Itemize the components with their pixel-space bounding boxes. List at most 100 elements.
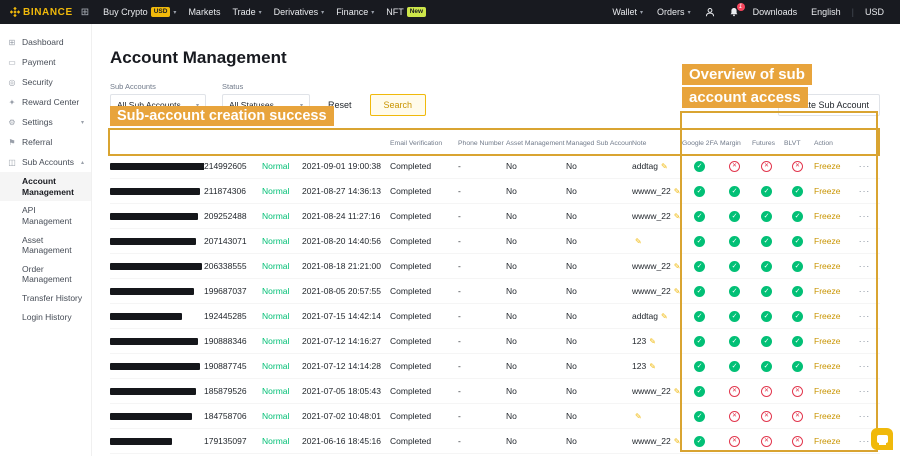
sidebar-item-dashboard[interactable]: ⊞ Dashboard — [0, 32, 91, 52]
annotation-overview-line2: account access — [682, 87, 808, 108]
edit-note-icon[interactable]: ✎ — [673, 436, 681, 446]
edit-note-icon[interactable]: ✎ — [649, 336, 656, 346]
access-cell: ✓ — [752, 360, 784, 372]
freeze-button[interactable]: Freeze — [814, 211, 841, 221]
freeze-button[interactable]: Freeze — [814, 161, 841, 171]
redacted-account-name — [110, 238, 196, 246]
nav-language-label: English — [811, 7, 841, 17]
freeze-button[interactable]: Freeze — [814, 386, 841, 396]
sidebar-subitem-account-management[interactable]: Account Management — [0, 172, 91, 202]
chevron-down-icon: ▾ — [640, 9, 644, 16]
sidebar-item-label: Referral — [22, 137, 53, 147]
nav-item-trade[interactable]: Trade ▾ — [226, 7, 267, 17]
nav-item-derivatives[interactable]: Derivatives ▾ — [268, 7, 331, 17]
edit-note-icon[interactable]: ✎ — [635, 411, 642, 421]
nav-orders[interactable]: Orders ▾ — [651, 7, 697, 17]
edit-note-icon[interactable]: ✎ — [635, 236, 642, 246]
more-actions-button[interactable]: ··· — [858, 361, 871, 371]
access-cell: ✓ — [682, 435, 720, 447]
sidebar-item-label: Dashboard — [22, 37, 64, 47]
freeze-button[interactable]: Freeze — [814, 336, 841, 346]
edit-note-icon[interactable]: ✎ — [661, 161, 668, 171]
more-actions-button[interactable]: ··· — [858, 161, 871, 171]
access-cell: ✓ — [682, 360, 720, 372]
freeze-button[interactable]: Freeze — [814, 436, 841, 446]
more-actions-button[interactable]: ··· — [858, 286, 871, 296]
sidebar-item-security[interactable]: ◎ Security — [0, 72, 91, 92]
more-actions-button[interactable]: ··· — [858, 436, 871, 446]
apps-grid-icon[interactable]: ⊞ — [80, 6, 90, 18]
freeze-button[interactable]: Freeze — [814, 361, 841, 371]
binance-logo[interactable]: BINANCE — [10, 7, 73, 18]
managed-sub-account-cell: No — [566, 236, 577, 246]
nav-item-markets[interactable]: Markets — [182, 7, 226, 17]
nav-language[interactable]: English — [805, 7, 847, 17]
check-icon: ✓ — [694, 310, 705, 322]
access-cell: ✓ — [682, 410, 720, 422]
freeze-button[interactable]: Freeze — [814, 286, 841, 296]
more-actions-button[interactable]: ··· — [858, 311, 871, 321]
freeze-button[interactable]: Freeze — [814, 411, 841, 421]
sidebar-item-reward-center[interactable]: ✦ Reward Center — [0, 92, 91, 112]
more-actions-button[interactable]: ··· — [858, 186, 871, 196]
email-verification-cell: Completed — [390, 236, 432, 246]
access-cell: ✕ — [720, 410, 752, 422]
sidebar-subitem-login-history[interactable]: Login History — [22, 311, 72, 322]
edit-note-icon[interactable]: ✎ — [649, 361, 656, 371]
managed-sub-account-cell: No — [566, 286, 577, 296]
freeze-button[interactable]: Freeze — [814, 261, 841, 271]
more-actions-button[interactable]: ··· — [858, 411, 871, 421]
sidebar-item-payment[interactable]: ▭ Payment — [0, 52, 91, 72]
check-icon: ✓ — [761, 185, 772, 197]
more-actions-button[interactable]: ··· — [858, 236, 871, 246]
more-actions-button[interactable]: ··· — [858, 261, 871, 271]
edit-note-icon[interactable]: ✎ — [673, 211, 681, 221]
freeze-button[interactable]: Freeze — [814, 311, 841, 321]
profile-icon[interactable] — [699, 7, 721, 17]
edit-note-icon[interactable]: ✎ — [673, 286, 681, 296]
sidebar-item-referral[interactable]: ⚑ Referral — [0, 132, 91, 152]
edit-note-icon[interactable]: ✎ — [661, 311, 668, 321]
support-chat-button[interactable] — [871, 428, 893, 450]
nav-downloads[interactable]: Downloads — [747, 7, 804, 17]
edit-note-icon[interactable]: ✎ — [673, 261, 681, 271]
nav-item-nft[interactable]: NFT New — [380, 7, 432, 17]
created-time-cell: 2021-07-15 14:42:14 — [302, 311, 381, 321]
sidebar-item-settings[interactable]: ⚙ Settings ▾ — [0, 112, 91, 132]
check-icon: ✓ — [694, 410, 705, 422]
more-actions-button[interactable]: ··· — [858, 211, 871, 221]
more-actions-button[interactable]: ··· — [858, 386, 871, 396]
col-header-action: Action — [814, 139, 833, 147]
check-icon: ✓ — [792, 285, 803, 297]
freeze-button[interactable]: Freeze — [814, 186, 841, 196]
check-icon: ✓ — [761, 360, 772, 372]
asset-management-cell: No — [506, 336, 517, 346]
nav-item-finance[interactable]: Finance ▾ — [330, 7, 380, 17]
sidebar-subitem-asset-management[interactable]: Asset Management — [22, 234, 72, 256]
nav-item-label: NFT — [386, 7, 404, 17]
note-cell: wwww_22 ✎ — [632, 386, 682, 396]
search-button[interactable]: Search — [369, 94, 427, 116]
access-cell: ✕ — [784, 435, 814, 447]
nav-item-buy-crypto[interactable]: Buy Crypto USD ▾ — [97, 7, 182, 17]
sidebar-subitem-transfer-history[interactable]: Transfer History — [22, 293, 83, 303]
redacted-account-name — [110, 338, 198, 346]
col-header-futures: Futures — [752, 139, 776, 147]
account-id-cell: 179135097 — [204, 436, 247, 446]
managed-sub-account-cell: No — [566, 161, 577, 171]
more-actions-button[interactable]: ··· — [858, 336, 871, 346]
reset-button[interactable]: Reset — [326, 100, 354, 116]
access-cell: ✓ — [752, 310, 784, 322]
sidebar-item-sub-accounts[interactable]: ◫ Sub Accounts ▴ — [0, 152, 91, 172]
check-icon: ✓ — [761, 310, 772, 322]
nav-wallet[interactable]: Wallet ▾ — [606, 7, 649, 17]
edit-note-icon[interactable]: ✎ — [673, 186, 681, 196]
status-cell: Normal — [262, 186, 290, 196]
sidebar-subitem-api-management[interactable]: API Management — [22, 205, 72, 226]
freeze-button[interactable]: Freeze — [814, 236, 841, 246]
notifications-bell-icon[interactable]: 1 — [723, 3, 745, 17]
nav-currency[interactable]: USD — [859, 7, 890, 17]
edit-note-icon[interactable]: ✎ — [673, 386, 681, 396]
note-cell: wwww_22 ✎ — [632, 186, 682, 196]
sidebar-subitem-order-management[interactable]: Order Management — [22, 263, 72, 285]
